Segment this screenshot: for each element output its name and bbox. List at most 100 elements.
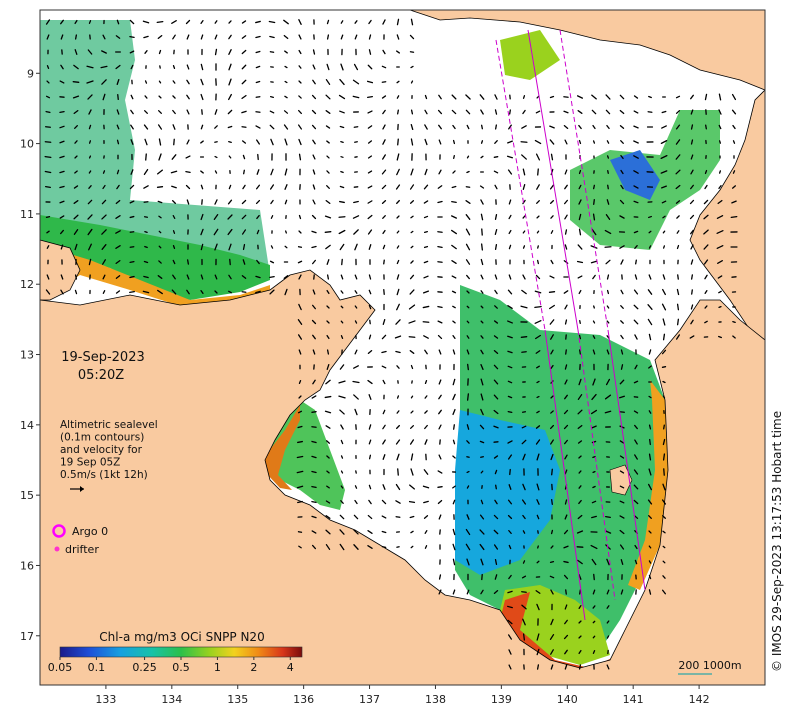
current-vector xyxy=(564,469,568,475)
current-vector xyxy=(718,185,722,189)
current-vector xyxy=(326,19,330,25)
chl-patch-northwest-edge xyxy=(40,245,270,306)
current-vector xyxy=(311,245,317,249)
current-vector xyxy=(410,168,414,176)
current-vector xyxy=(200,63,204,71)
current-vector xyxy=(521,125,527,129)
current-vector xyxy=(129,261,135,263)
current-vector xyxy=(396,168,400,176)
current-vector xyxy=(45,19,51,25)
current-vector xyxy=(633,469,639,475)
current-vector xyxy=(255,20,261,24)
current-vector xyxy=(410,109,414,115)
current-vector xyxy=(88,124,92,130)
current-vector xyxy=(101,229,107,235)
current-vector xyxy=(619,470,625,474)
current-vector xyxy=(634,454,638,460)
current-vector xyxy=(367,350,373,354)
current-vector xyxy=(494,574,498,580)
current-vector xyxy=(690,139,694,145)
current-vector xyxy=(298,545,302,549)
current-vector xyxy=(214,155,218,159)
current-vector xyxy=(129,184,135,190)
current-vector xyxy=(143,260,149,264)
current-vector xyxy=(367,110,373,114)
current-vector xyxy=(662,560,666,564)
current-vector xyxy=(255,35,261,39)
current-vector xyxy=(73,229,79,235)
track-line xyxy=(559,29,609,331)
current-vector xyxy=(619,109,625,115)
current-vector xyxy=(116,19,120,25)
current-vector xyxy=(382,379,386,385)
current-vector xyxy=(480,408,484,416)
current-vector xyxy=(634,424,638,430)
current-vector xyxy=(325,425,331,429)
current-vector xyxy=(101,50,107,54)
current-vector xyxy=(423,184,429,190)
current-vector xyxy=(535,334,541,340)
current-vector xyxy=(576,95,584,99)
current-vector xyxy=(452,305,456,309)
current-vector xyxy=(437,261,443,263)
current-vector xyxy=(270,215,274,219)
current-vector xyxy=(522,109,526,115)
current-vector xyxy=(158,245,162,249)
current-vector xyxy=(564,379,568,385)
current-vector xyxy=(186,79,190,85)
chl-patch-northwest-coast xyxy=(40,215,270,300)
current-vector xyxy=(466,424,470,430)
current-vector xyxy=(605,515,611,519)
current-vector xyxy=(256,169,260,175)
current-vector xyxy=(424,439,428,445)
current-vector xyxy=(507,335,513,339)
current-vector xyxy=(354,20,358,24)
current-vector xyxy=(550,439,554,445)
current-vector xyxy=(326,289,330,295)
current-vector xyxy=(647,483,653,491)
current-vector xyxy=(690,259,694,265)
current-vector xyxy=(73,200,79,204)
current-vector xyxy=(479,185,485,189)
current-vector xyxy=(256,229,260,235)
current-vector xyxy=(340,290,344,294)
current-vector xyxy=(242,243,246,251)
current-vector xyxy=(354,305,358,309)
current-vector xyxy=(690,94,694,100)
land-australia xyxy=(39,269,766,686)
current-vector xyxy=(634,334,638,340)
current-vector xyxy=(549,304,555,310)
current-vector xyxy=(577,440,583,444)
current-vector xyxy=(521,289,527,295)
current-vector xyxy=(634,559,638,565)
current-vector xyxy=(382,424,386,430)
current-vector xyxy=(536,560,540,564)
current-vector xyxy=(437,109,443,115)
current-vector xyxy=(44,141,52,143)
current-vector xyxy=(396,50,400,54)
current-vector xyxy=(564,439,568,445)
current-vector xyxy=(619,245,625,249)
current-vector xyxy=(705,124,707,130)
current-vector xyxy=(703,244,709,250)
current-vector xyxy=(143,275,149,279)
current-vector xyxy=(590,260,598,264)
current-vector xyxy=(324,215,332,219)
current-vector xyxy=(325,94,331,100)
current-vector xyxy=(396,410,400,414)
current-vector xyxy=(129,35,135,39)
current-vector xyxy=(298,109,302,115)
current-vector xyxy=(242,184,246,190)
current-vector xyxy=(648,545,652,549)
current-vector xyxy=(508,529,512,535)
current-vector xyxy=(605,94,611,100)
current-vector xyxy=(522,168,526,176)
current-vector xyxy=(241,49,247,55)
current-vector xyxy=(242,259,246,265)
current-vector xyxy=(493,335,499,339)
current-vector xyxy=(368,274,372,280)
current-vector xyxy=(296,455,304,459)
current-vector xyxy=(438,574,442,580)
current-vector xyxy=(732,335,736,339)
current-vector xyxy=(395,184,401,190)
